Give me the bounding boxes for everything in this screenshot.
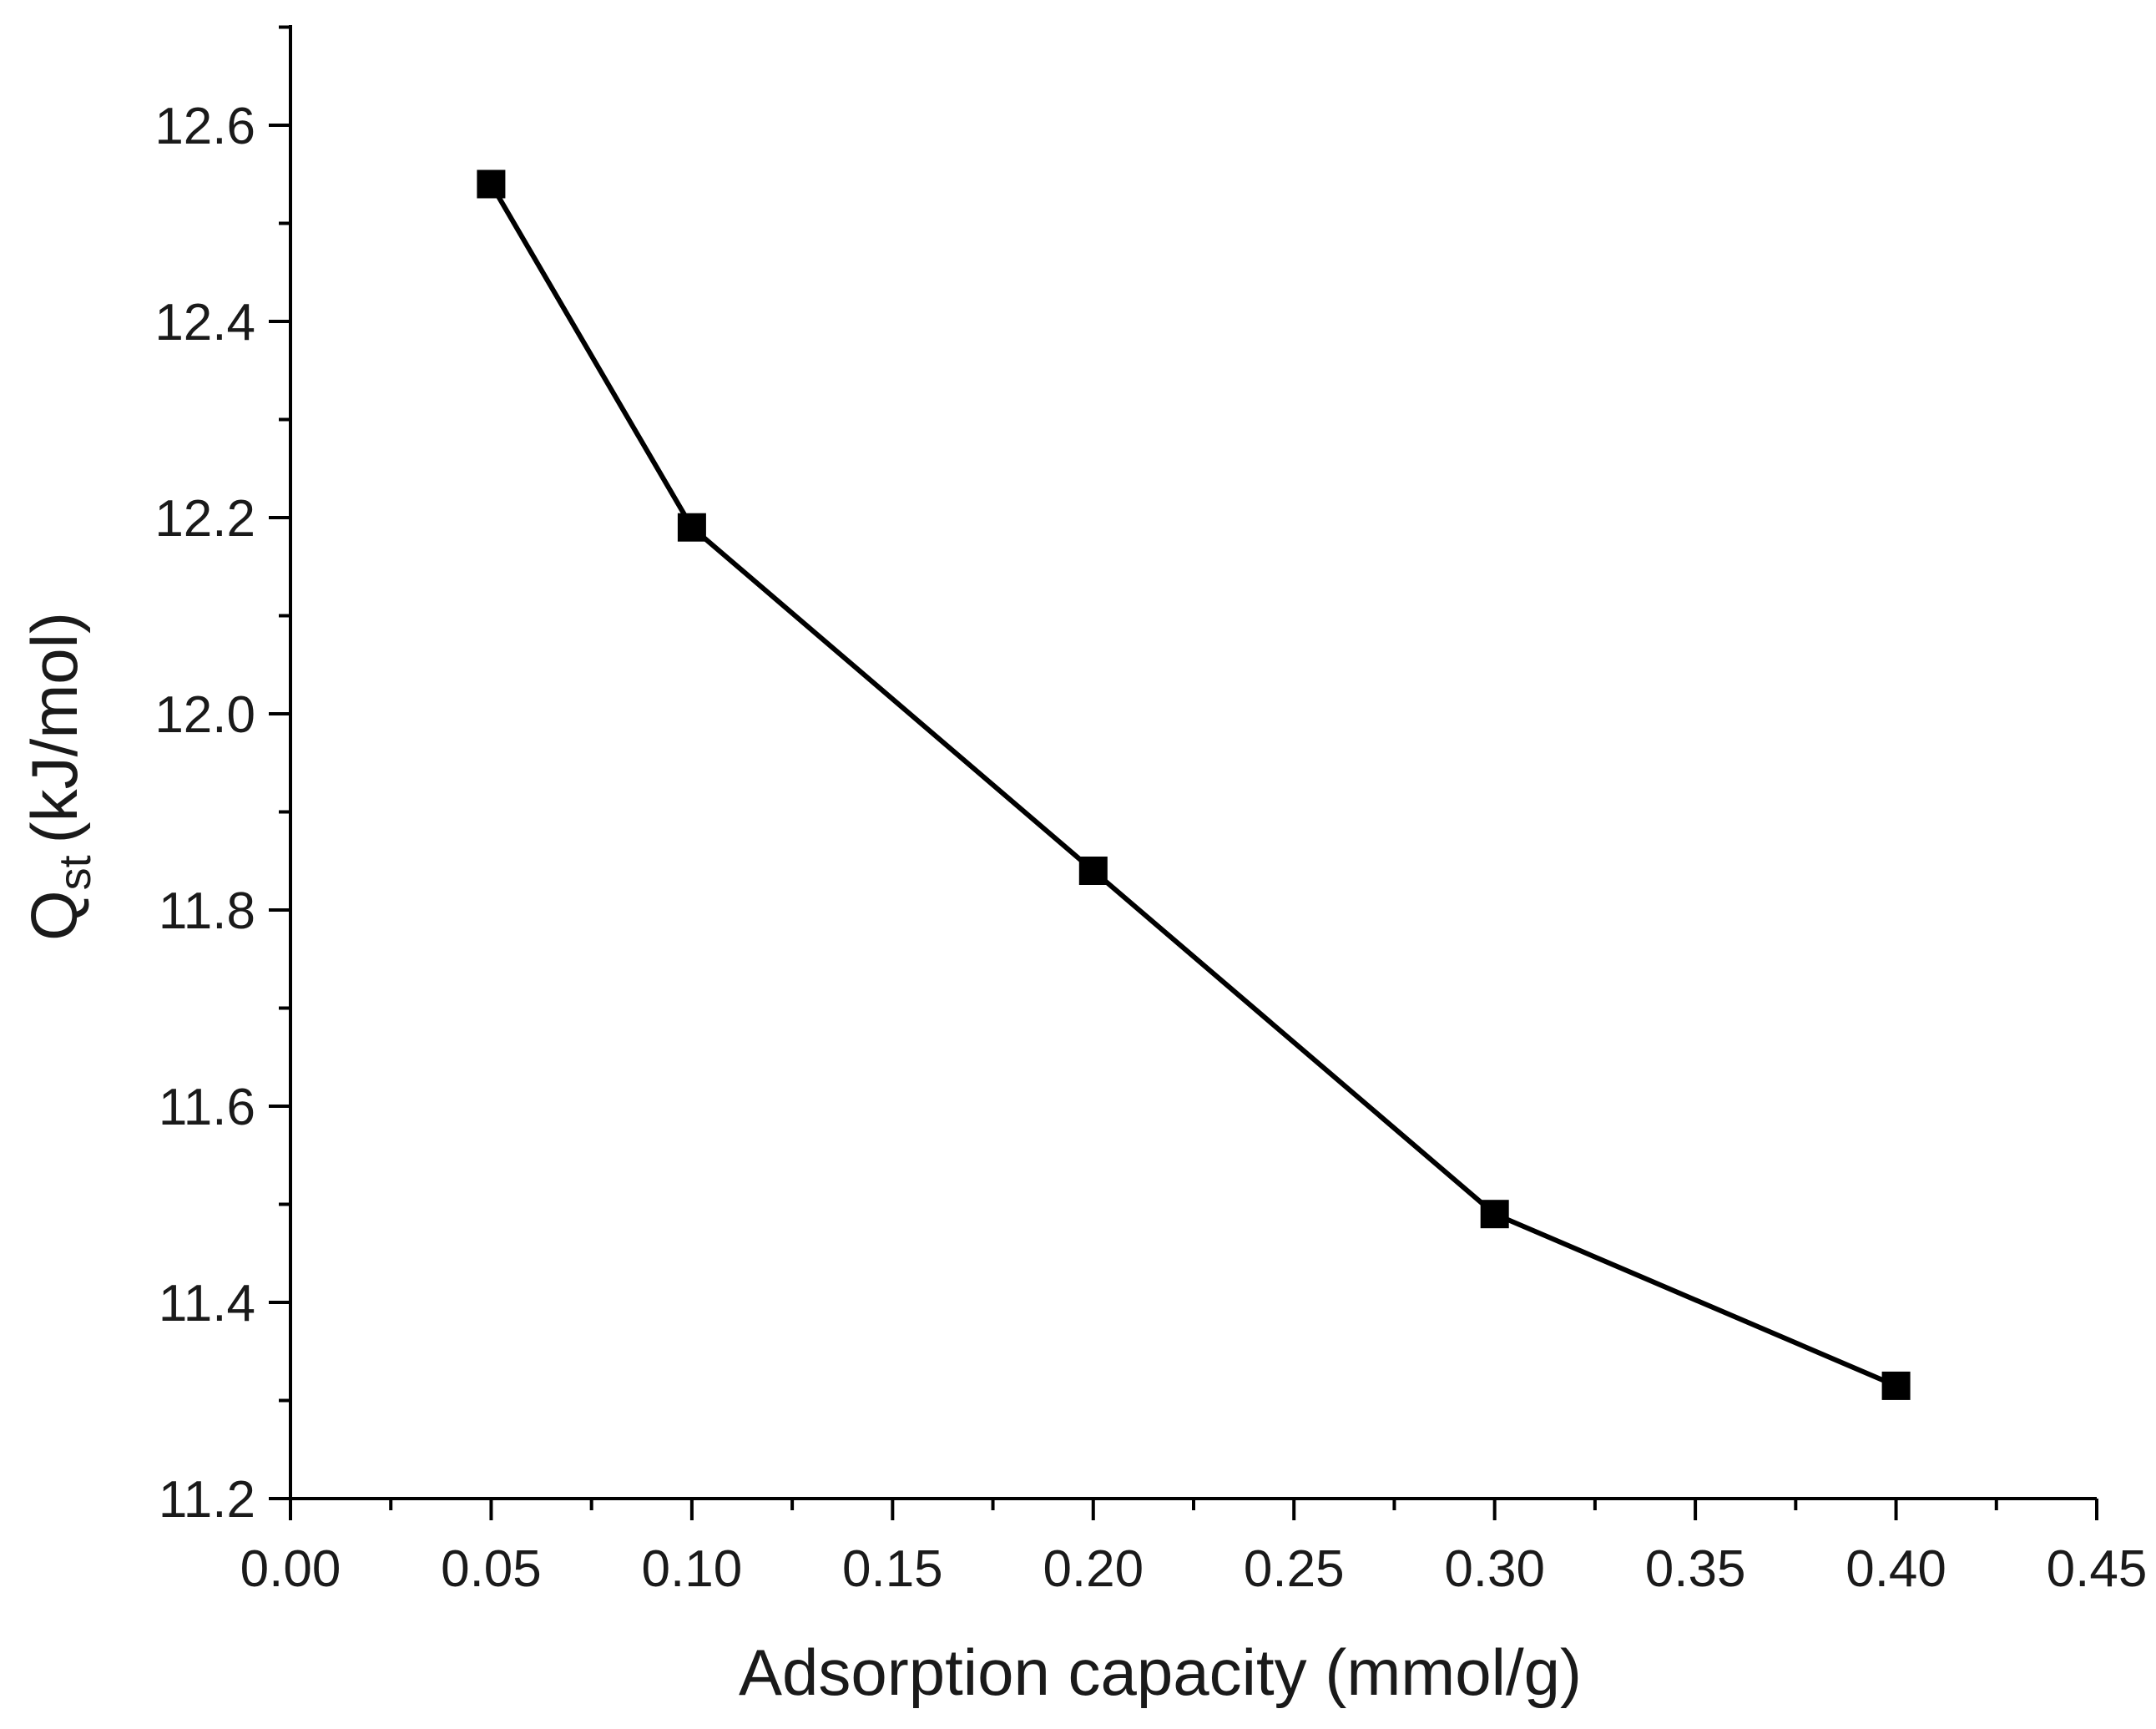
data-point	[477, 169, 506, 199]
y-axis-title-symbol: Q	[18, 890, 91, 941]
x-tick-label: 0.35	[1645, 1540, 1746, 1598]
x-axis-title: Adsorption capacity (mmol/g)	[739, 1635, 1582, 1709]
x-tick-label: 0.15	[842, 1540, 943, 1598]
y-tick-label: 12.4	[154, 294, 255, 351]
x-tick-label: 0.10	[642, 1540, 743, 1598]
x-tick-label: 0.40	[1845, 1540, 1946, 1598]
y-tick-label: 11.4	[159, 1275, 255, 1332]
y-tick-label: 11.6	[159, 1079, 255, 1136]
x-tick-label: 0.00	[240, 1540, 341, 1598]
y-tick-label: 11.2	[159, 1471, 255, 1529]
x-axis: 0.00 0.05 0.10 0.15 0.20 0.25 0.30 0.35 0.40 0.45	[240, 1497, 2148, 1598]
series-line	[488, 182, 1897, 1388]
y-tick-label: 12.6	[154, 98, 255, 155]
data-point	[1881, 1371, 1911, 1400]
series-qst	[477, 169, 1911, 1400]
data-point	[1480, 1200, 1509, 1229]
x-tick-label: 0.25	[1244, 1540, 1345, 1598]
x-tick-label: 0.05	[441, 1540, 542, 1598]
data-point	[1078, 857, 1108, 885]
y-tick-label: 11.8	[159, 882, 255, 940]
x-tick-label: 0.20	[1043, 1540, 1144, 1598]
y-axis: 11.2 11.4 11.6 11.8 12.0 12.2 12.4 12.6	[154, 25, 292, 1529]
y-axis-title-subscript: st	[50, 855, 100, 890]
y-tick-label: 12.0	[154, 686, 255, 744]
x-tick-label: 0.45	[2047, 1540, 2148, 1598]
data-point	[677, 513, 706, 542]
x-tick-label: 0.30	[1444, 1540, 1545, 1598]
y-tick-label: 12.2	[154, 490, 255, 548]
y-axis-title: Qst (kJ/mol)	[18, 612, 100, 941]
y-axis-title-unit: (kJ/mol)	[18, 612, 91, 843]
